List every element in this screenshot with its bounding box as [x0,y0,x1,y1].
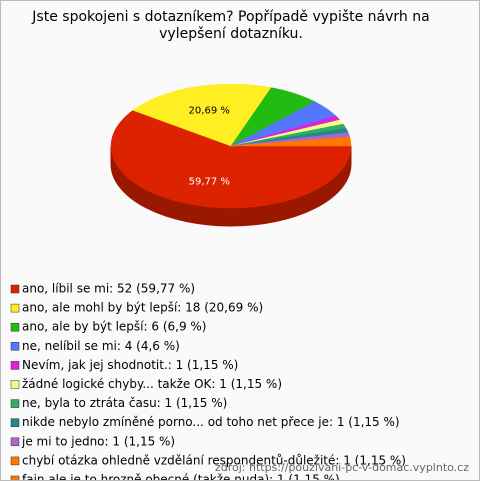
legend-swatch [10,361,20,370]
data-label: 20,69 % [189,106,230,117]
legend-label: chybí otázka ohledně vzdělání respondent… [22,453,406,467]
legend-swatch [10,437,20,447]
legend-label: ano, líbil se mi: 52 (59,77 %) [22,282,195,296]
slice [132,83,272,147]
legend-swatch [10,284,20,294]
legend-swatch [10,342,20,351]
legend-label: ne, nelíbil se mi: 4 (4,6 %) [22,339,180,353]
chart-title: Jste spokojeni s dotazníkem? Popřípadě v… [32,9,430,42]
legend-label: ano, ale mohl by být lepší: 18 (20,69 %) [22,301,263,315]
legend-swatch [10,303,20,313]
slice [110,110,352,209]
legend-label: je mi to jedno: 1 (1,15 %) [21,434,175,448]
legend-swatch [10,399,20,408]
slice [230,141,352,147]
legend-label: ano, ale by být lepší: 6 (6,9 %) [22,320,206,334]
legend-label: nikde nebylo zmíněné porno... od toho ne… [22,415,400,429]
legend-swatch [10,475,20,480]
legend-swatch [10,322,20,332]
data-label: 59,77 % [189,176,230,187]
source: zdroj: https://pouzivani-pc-v-domac.vypl… [214,461,469,474]
legend-label: žádné logické chyby... takže OK: 1 (1,15… [22,377,282,391]
legend-swatch [10,380,20,389]
legend-label: ne, byla to ztráta času: 1 (1,15 %) [22,396,227,410]
legend-label: Nevím, jak jej shodnotit.: 1 (1,15 %) [22,358,238,372]
legend-label: fajn,ale je to hrozně obecné (takže nuda… [22,473,340,481]
legend-swatch [10,456,20,466]
legend-swatch [10,418,20,427]
